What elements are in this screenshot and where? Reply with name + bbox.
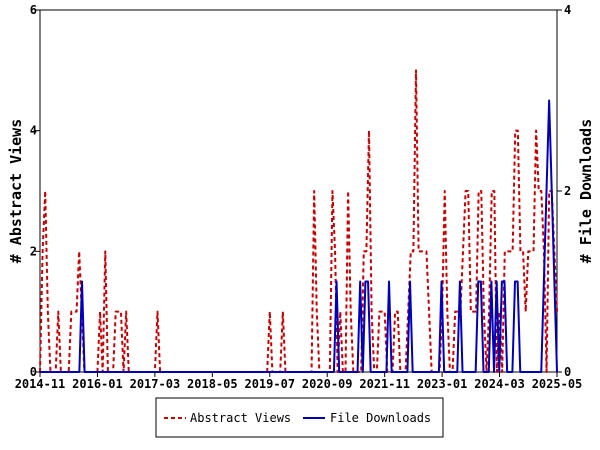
series-layer [39, 69, 558, 373]
plot-area [39, 9, 558, 373]
x-tick-label: 2014-11 [15, 377, 66, 391]
x-tick-label: 2021-11 [359, 377, 410, 391]
y-right-tick-layer: 0 2 4 [557, 3, 571, 379]
x-tick-label: 2025-05 [532, 377, 583, 391]
y-left-tick-label: 4 [30, 124, 37, 138]
x-tick-label: 2020-09 [302, 377, 353, 391]
x-tick-label: 2018-05 [187, 377, 238, 391]
series-line-file-downloads [40, 99, 558, 373]
x-tick-label: 2017-03 [130, 377, 181, 391]
y-right-tick-label: 0 [564, 365, 571, 379]
y-left-axis-title: # Abstract Views [7, 119, 25, 264]
y-left-tick-label: 2 [30, 244, 37, 258]
y-left-tick-label: 6 [30, 3, 37, 17]
x-tick-label: 2019-07 [244, 377, 295, 391]
x-tick-label: 2024-03 [474, 377, 525, 391]
legend: Abstract Views File Downloads [155, 397, 444, 438]
y-right-axis-title: # File Downloads [577, 119, 595, 264]
legend-label-abstract-views: Abstract Views [190, 411, 291, 425]
x-tick-label: 2023-01 [417, 377, 468, 391]
y-right-tick-label: 2 [564, 184, 571, 198]
legend-box [155, 397, 444, 438]
y-left-tick-label: 0 [30, 365, 37, 379]
legend-label-file-downloads: File Downloads [330, 411, 431, 425]
x-tick-layer: 2014-11 2016-01 2017-03 2018-05 2019-07 2020-… [15, 372, 583, 391]
y-right-tick-label: 4 [564, 3, 571, 17]
y-left-tick-layer: 0 2 4 6 [30, 3, 40, 379]
x-tick-label: 2016-01 [72, 377, 123, 391]
